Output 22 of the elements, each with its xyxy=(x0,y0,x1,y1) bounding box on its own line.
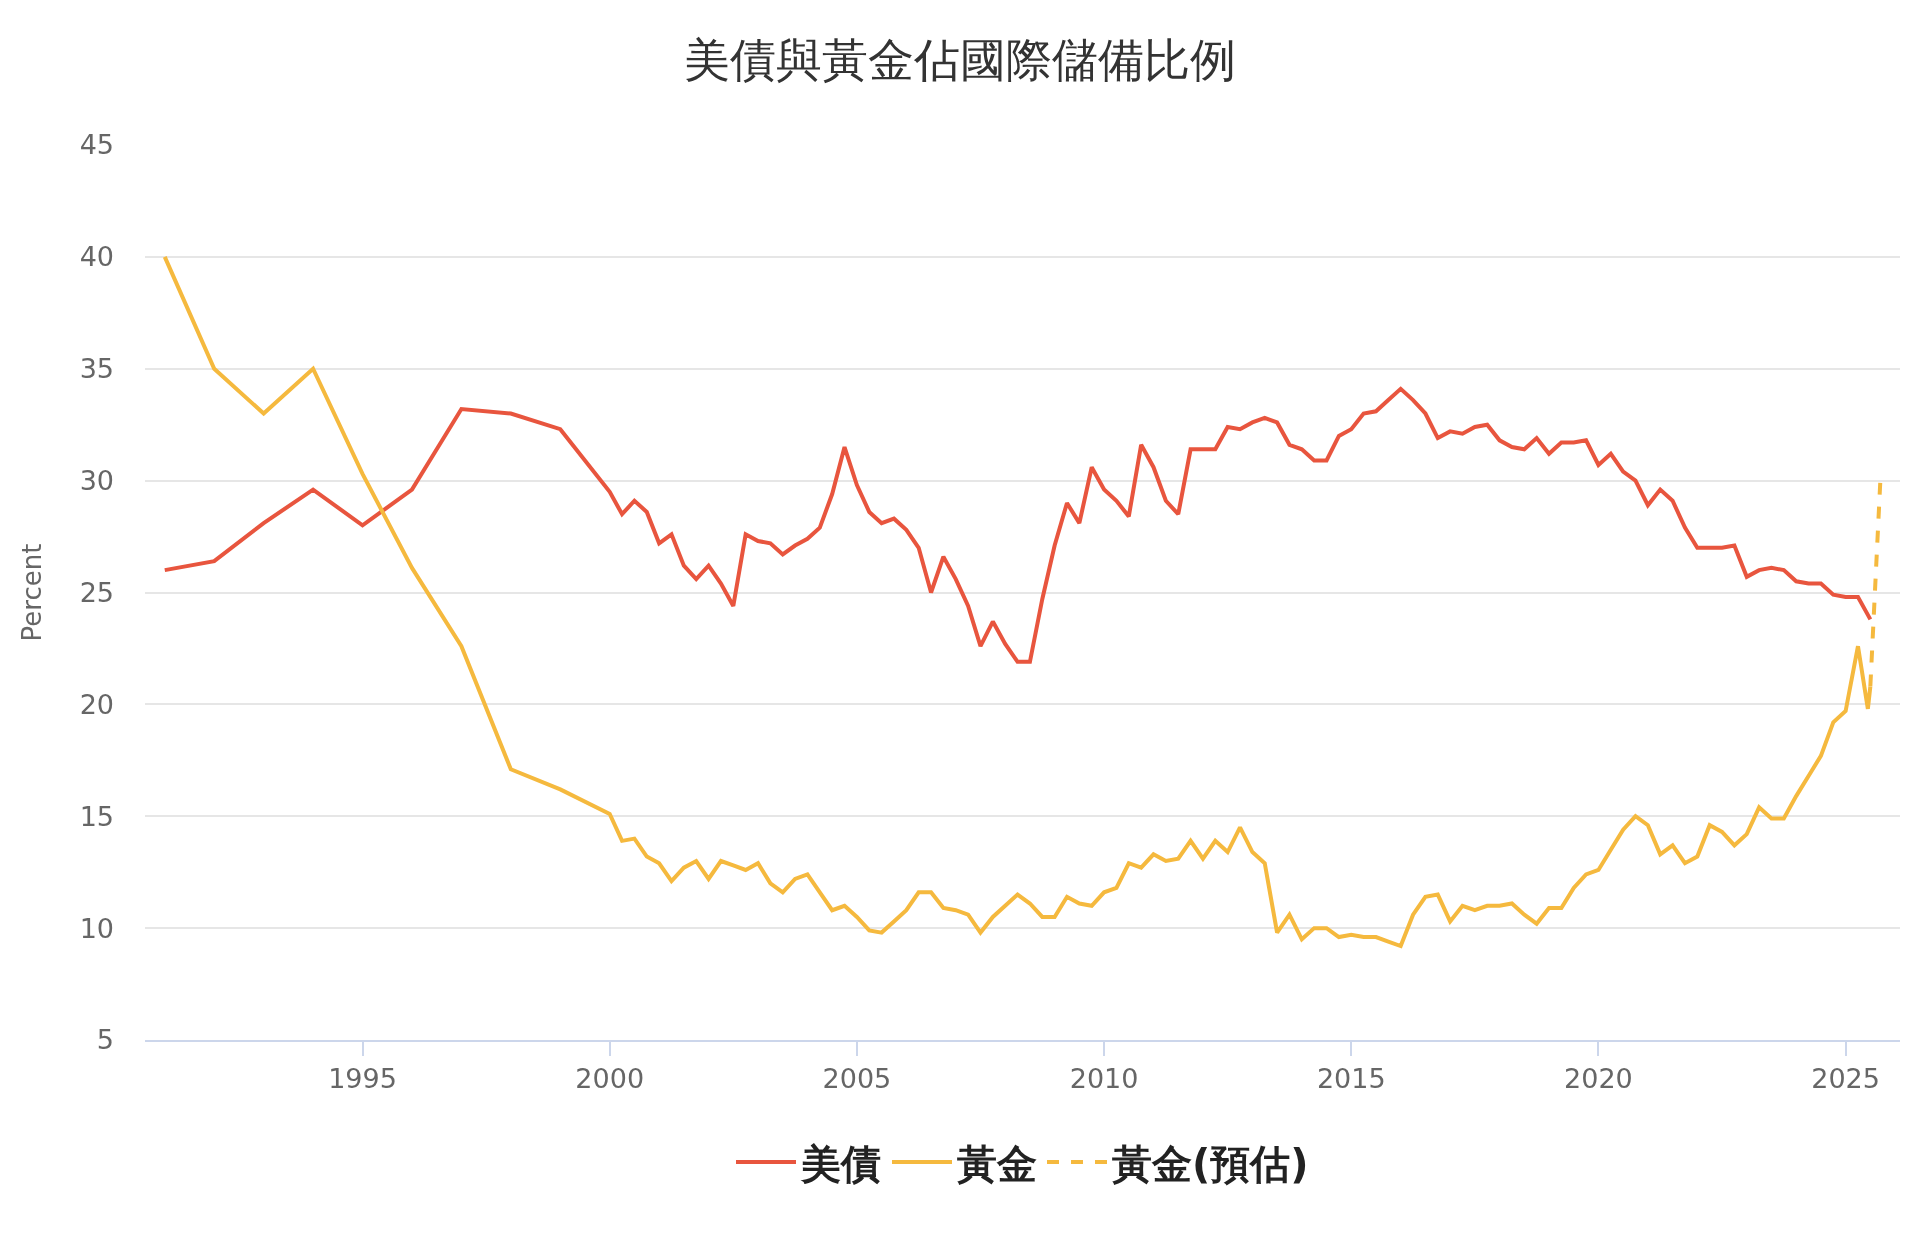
y-tick-label: 25 xyxy=(79,576,114,608)
y-tick-label: 45 xyxy=(79,129,114,161)
y-tick-label: 20 xyxy=(79,688,114,720)
y-tick-label: 5 xyxy=(96,1024,114,1056)
x-tick-label: 2010 xyxy=(1069,1063,1139,1095)
chart-title: 美債與黃金佔國際儲備比例 xyxy=(684,32,1236,87)
legend-label: 黃金(預估) xyxy=(1112,1140,1309,1187)
line-series xyxy=(162,386,1873,664)
y-tick-label: 15 xyxy=(79,800,114,832)
x-tick-label: 2020 xyxy=(1564,1063,1633,1095)
y-tick-label: 10 xyxy=(79,912,114,944)
x-tick-label: 1995 xyxy=(328,1063,397,1095)
x-tick-label: 2025 xyxy=(1811,1063,1880,1095)
y-tick-label: 40 xyxy=(79,241,114,273)
y-axis-title: Percent xyxy=(17,543,48,642)
y-tick-label: 35 xyxy=(79,353,114,385)
y-tick-label: 30 xyxy=(79,465,114,497)
x-tick-label: 2000 xyxy=(575,1063,645,1095)
legend-label: 黃金 xyxy=(957,1140,1037,1187)
x-tick-label: 2015 xyxy=(1316,1063,1386,1095)
legend-label: 美債 xyxy=(800,1140,881,1187)
x-tick-label: 2005 xyxy=(822,1063,892,1095)
